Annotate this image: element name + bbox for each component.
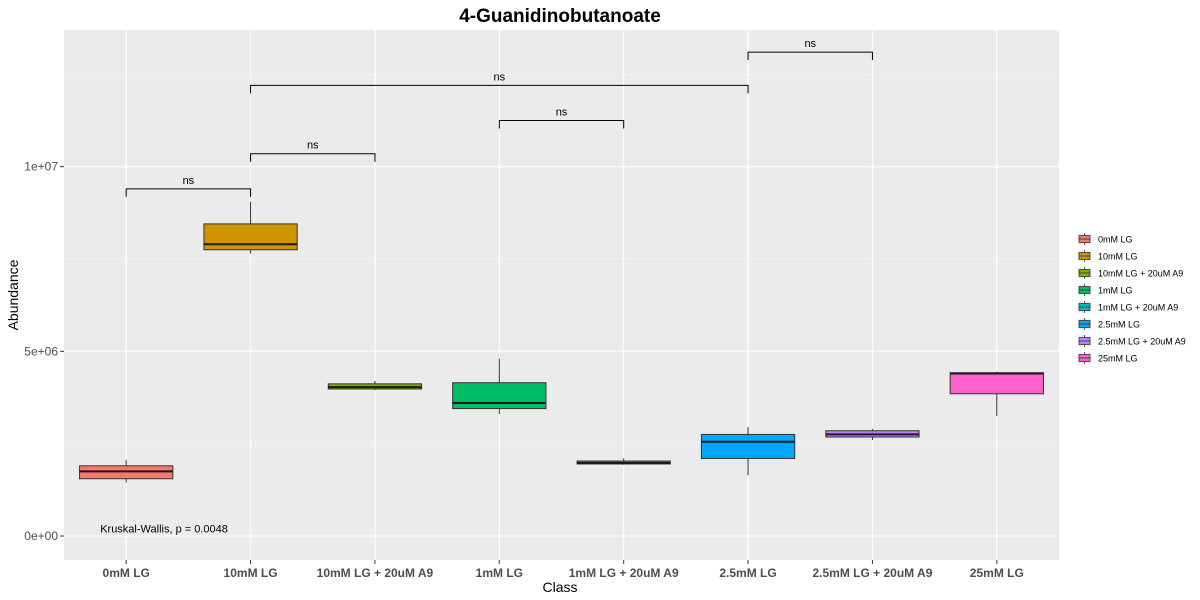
legend-label: 0mM LG [1098,235,1133,245]
box-3 [327,380,423,391]
box-1 [79,460,174,483]
legend: 0mM LG 10mM LG 10mM LG + 20uM A9 1mM LG 1mM … [1078,233,1186,364]
box-body [700,433,796,459]
bracket-label: ns [494,71,506,83]
grid-lines [64,30,1059,560]
kruskal-wallis-annotation: Kruskal-Wallis, p = 0.0048 [100,523,228,535]
legend-item: 1mM LG [1078,284,1133,296]
chart-title: 4-Guanidinobutanoate [459,6,661,27]
y-axis-title: Abundance [5,259,21,330]
box-7 [825,428,920,440]
bracket-label: ns [556,106,568,118]
comparison-bracket: ns [125,175,252,197]
legend-item: 25mM LG [1078,352,1138,364]
x-tick-label: 10mM LG [224,566,278,580]
bracket-line [498,119,625,129]
legend-label: 10mM LG [1098,252,1138,262]
comparison-bracket: ns [250,140,376,162]
bracket-label: ns [183,175,195,187]
x-tick-label: 2.5mM LG [719,566,776,580]
y-axis: 0e+00 5e+06 1e+07 [24,160,64,543]
comparison-bracket: ns [250,71,749,94]
comparison-bracket: ns [498,106,625,129]
legend-item: 0mM LG [1078,233,1133,245]
legend-label: 10mM LG + 20uM A9 [1098,269,1183,279]
legend-item: 10mM LG [1078,250,1138,262]
legend-label: 25mM LG [1098,354,1138,364]
box-2 [203,201,298,254]
box-5 [576,458,671,465]
box-body [949,372,1044,395]
legend-item: 10mM LG + 20uM A9 [1078,267,1183,279]
bracket-label: ns [307,140,319,152]
bracket-line [250,84,749,94]
bracket-line [747,51,873,61]
x-tick-label: 25mM LG [970,566,1024,580]
boxes-layer [79,201,1044,483]
legend-label: 2.5mM LG + 20uM A9 [1098,337,1186,347]
x-tick-label: 2.5mM LG + 20uM A9 [812,566,932,580]
bracket-line [250,153,376,162]
legend-item: 2.5mM LG [1078,318,1140,330]
box-body [452,382,547,410]
box-body [203,223,298,251]
bracket-label: ns [804,38,816,50]
box-6 [700,427,796,476]
y-tick-label: 0e+00 [24,529,58,543]
box-8 [949,371,1044,416]
x-tick-label: 0mM LG [103,566,150,580]
legend-label: 1mM LG + 20uM A9 [1098,303,1178,313]
bracket-line [125,188,252,197]
comparison-brackets: ns ns ns ns ns [125,38,873,197]
x-axis-title: Class [542,579,577,595]
plot-panel [64,30,1059,560]
legend-item: 2.5mM LG + 20uM A9 [1078,335,1186,347]
box-4 [452,358,547,415]
x-axis: 0mM LG 10mM LG 10mM LG + 20uM A9 1mM LG 1mM … [103,560,1024,580]
comparison-bracket: ns [747,38,873,61]
y-tick-label: 1e+07 [24,160,58,174]
x-tick-label: 1mM LG + 20uM A9 [569,566,679,580]
legend-label: 2.5mM LG [1098,320,1140,330]
x-tick-label: 1mM LG [476,566,523,580]
legend-label: 1mM LG [1098,286,1133,296]
x-tick-label: 10mM LG + 20uM A9 [317,566,434,580]
y-tick-label: 5e+06 [24,344,58,358]
legend-item: 1mM LG + 20uM A9 [1078,301,1178,313]
